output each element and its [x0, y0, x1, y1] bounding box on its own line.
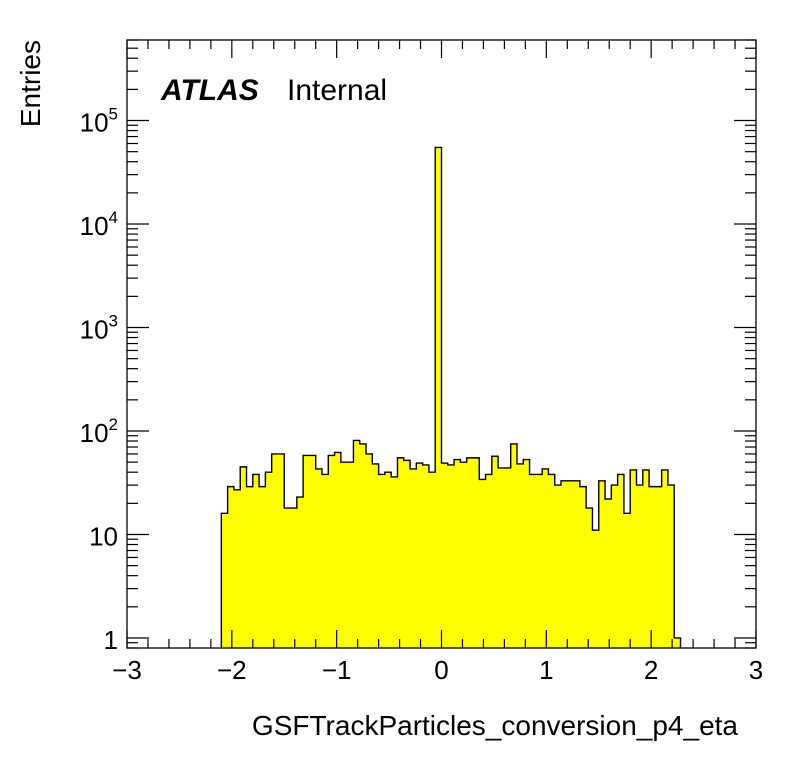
histogram-bin	[649, 486, 656, 648]
histogram-bin	[416, 463, 424, 648]
histogram-bin	[605, 499, 612, 648]
histogram-bin	[422, 464, 430, 648]
histogram-bin	[428, 472, 436, 648]
y-tick-label: 10	[89, 521, 118, 551]
x-axis-title: GSFTrackParticles_conversion_p4_eta	[252, 710, 739, 741]
histogram-bin	[630, 469, 637, 648]
histogram-bin	[397, 457, 405, 648]
histogram-bin	[472, 457, 480, 648]
histogram-bin	[466, 457, 474, 648]
x-tick-labels: −3 −2 −1 0 1 2 3	[112, 655, 763, 685]
x-tick-label: 3	[749, 655, 763, 685]
histogram-bin	[403, 460, 411, 648]
histogram-bin	[315, 468, 323, 648]
y-tick-labels: 1 10 102 103 104 105	[80, 105, 118, 655]
y-tick-label: 105	[80, 105, 118, 138]
y-tick-label: 103	[80, 312, 118, 345]
histogram-bin	[567, 480, 574, 648]
histogram-bin	[384, 472, 392, 648]
histogram-bin	[227, 486, 235, 648]
histogram-bin	[259, 486, 266, 648]
histogram-bin	[579, 486, 587, 648]
histogram-outline	[220, 146, 682, 648]
y-axis-title: Entries	[15, 40, 46, 127]
histogram-bin	[265, 472, 273, 648]
histogram-bin	[353, 440, 361, 648]
histogram-bin	[548, 474, 556, 648]
histogram-bin	[447, 464, 455, 648]
histogram-bin	[523, 459, 530, 648]
x-tick-label: 1	[539, 655, 553, 685]
histogram-bin	[460, 462, 468, 648]
histogram-bin	[328, 455, 335, 648]
histogram-bin	[240, 466, 247, 648]
histogram-bin	[611, 485, 619, 648]
histogram-bin	[542, 468, 549, 648]
histogram-bin	[504, 467, 512, 648]
histogram-bin	[554, 485, 562, 648]
histogram-bin	[510, 443, 518, 648]
internal-label: Internal	[287, 74, 387, 107]
x-tick-label: −1	[322, 655, 352, 685]
histogram-bin	[435, 147, 442, 648]
histogram-bin	[516, 463, 524, 648]
histogram-bin	[221, 513, 229, 648]
axis-ticks	[126, 39, 757, 649]
histogram-bin	[623, 513, 631, 648]
histogram-bin	[347, 462, 354, 648]
histogram-bin	[284, 508, 291, 648]
histogram-bin	[303, 455, 310, 648]
x-tick-label: −3	[112, 655, 142, 685]
histogram-bin	[366, 453, 373, 648]
y-tick-label: 104	[80, 208, 118, 241]
histogram-bin	[454, 459, 461, 648]
histogram-bin	[661, 469, 669, 648]
histogram-bin	[573, 480, 581, 648]
atlas-label: ATLAS	[160, 74, 259, 107]
histogram-bin	[271, 453, 279, 648]
histogram-bin	[655, 486, 663, 648]
histogram-bin	[378, 474, 386, 648]
histogram-bin	[391, 476, 398, 648]
histogram-bin	[667, 485, 675, 648]
histogram-bin	[277, 453, 285, 648]
y-tick-label: 1	[104, 625, 118, 655]
histogram-bin	[535, 474, 543, 648]
histogram-bin	[491, 456, 499, 648]
histogram-bin	[410, 468, 417, 648]
histogram-bin	[561, 480, 568, 648]
histogram-bin	[617, 474, 625, 648]
histogram-bin	[233, 489, 241, 648]
x-tick-label: 0	[434, 655, 448, 685]
histogram-bin	[246, 486, 254, 648]
histogram-bars	[220, 146, 682, 648]
histogram-bin	[586, 508, 593, 648]
histogram-bin	[674, 637, 681, 648]
histogram-bin	[485, 474, 493, 648]
histogram-bin	[252, 474, 260, 648]
histogram-bin	[296, 497, 304, 648]
histogram-bin	[372, 463, 379, 648]
histogram-bin	[290, 508, 298, 648]
histogram-bin	[642, 469, 650, 648]
histogram-bin	[321, 474, 329, 648]
histogram-bin	[334, 452, 342, 648]
histogram-bin	[592, 530, 600, 648]
histogram-bin	[636, 485, 644, 648]
histogram-bin	[441, 463, 449, 648]
histogram-bin	[340, 462, 348, 648]
histogram-bin	[359, 443, 367, 648]
histogram-bin	[598, 480, 606, 648]
y-tick-label: 102	[80, 415, 118, 448]
histogram-bin	[479, 479, 486, 648]
histogram-bin	[529, 474, 537, 648]
histogram-bin	[309, 455, 317, 648]
x-tick-label: −2	[217, 655, 247, 685]
histogram-bin	[498, 467, 505, 648]
x-tick-label: 2	[644, 655, 658, 685]
